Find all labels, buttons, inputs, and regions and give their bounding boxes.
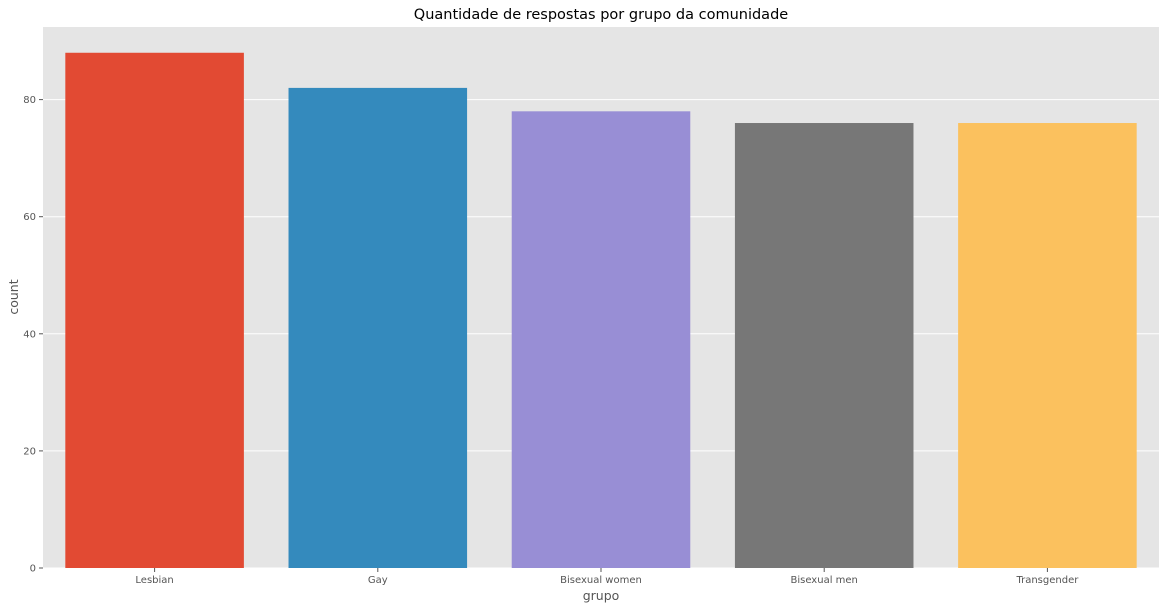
y-tick-label: 20 (23, 446, 36, 457)
x-axis-label: grupo (583, 588, 620, 603)
y-tick-label: 80 (23, 95, 36, 106)
x-tick-label: Lesbian (135, 575, 173, 586)
y-tick-label: 60 (23, 212, 36, 223)
bar-bisexual-men (734, 123, 914, 569)
y-tick-label: 0 (30, 564, 36, 575)
bar-bisexual-women (511, 111, 691, 568)
x-axis-ticks: Lesbian Gay Bisexual women Bisexual men Tran… (135, 568, 1079, 586)
x-tick-label: Bisexual men (790, 575, 857, 586)
y-tick-label: 40 (23, 329, 36, 340)
bar-transgender (958, 123, 1137, 569)
bars (65, 52, 1137, 569)
chart-title: Quantidade de respostas por grupo da com… (414, 7, 788, 23)
x-tick-label: Gay (368, 575, 388, 586)
x-tick-label: Transgender (1015, 575, 1079, 586)
bar-lesbian (65, 52, 244, 569)
bar-gay (288, 87, 468, 568)
x-tick-label: Bisexual women (560, 575, 642, 586)
y-axis-ticks: 0 20 40 60 80 (23, 95, 43, 575)
y-axis-label: count (6, 279, 21, 314)
